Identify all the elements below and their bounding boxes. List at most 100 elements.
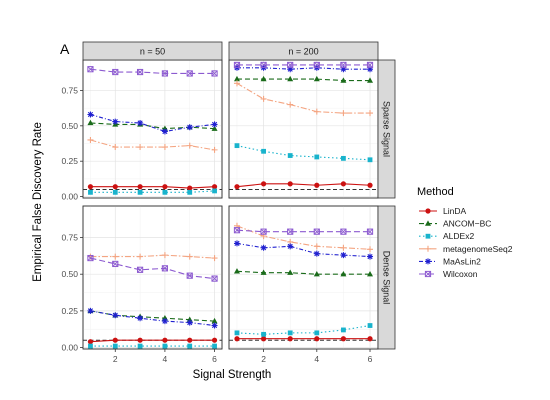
series-line	[236, 67, 371, 70]
panel-background	[82, 59, 223, 199]
data-point	[367, 336, 373, 342]
data-point	[367, 157, 373, 163]
data-point	[287, 75, 294, 82]
data-point	[314, 182, 320, 188]
data-point	[87, 307, 94, 314]
data-point	[211, 255, 218, 262]
data-point	[212, 343, 217, 349]
data-point	[287, 336, 293, 342]
data-point	[112, 144, 119, 151]
data-point	[186, 70, 193, 77]
data-point	[186, 272, 193, 279]
series-ALDEx2	[88, 188, 217, 195]
data-point	[367, 66, 374, 73]
legend-item: ANCOM−BC	[419, 219, 491, 229]
series-LinDA	[234, 181, 373, 190]
data-point	[87, 339, 94, 345]
series-LinDA	[87, 184, 218, 191]
data-point	[137, 343, 143, 349]
data-point	[287, 243, 294, 250]
series-ALDEx2	[88, 343, 217, 349]
series-MaAsLin2	[87, 307, 218, 329]
data-point	[87, 119, 94, 126]
panel-border	[82, 205, 223, 350]
data-point	[112, 68, 119, 76]
series-LinDA	[234, 336, 373, 342]
data-point	[367, 253, 374, 260]
data-point	[340, 336, 347, 342]
legend-marker	[425, 220, 431, 226]
legend-item: metagenomeSeq2	[419, 244, 513, 254]
data-point	[314, 336, 320, 342]
data-point	[367, 323, 373, 328]
data-point	[161, 318, 168, 325]
legend-marker	[424, 270, 432, 278]
data-point	[112, 343, 118, 349]
x-axis-title: Signal Strength	[193, 369, 272, 381]
series-ANCOM−BC	[233, 75, 374, 83]
data-point	[313, 243, 320, 250]
data-point	[87, 136, 94, 143]
row-strip	[377, 205, 396, 350]
series-line	[90, 122, 215, 130]
data-point	[340, 252, 347, 259]
series-MaAsLin2	[233, 240, 374, 260]
legend-item: LinDA	[419, 206, 466, 216]
data-point	[211, 146, 218, 153]
series-line	[236, 225, 371, 250]
data-point	[162, 189, 168, 195]
row-strip-label: Sparse Signal	[382, 101, 392, 157]
data-point	[211, 121, 218, 128]
data-point	[287, 153, 293, 158]
data-point	[233, 80, 240, 87]
data-point	[233, 227, 241, 234]
data-point	[211, 184, 218, 190]
data-point	[137, 315, 144, 322]
data-point	[186, 142, 193, 149]
data-point	[137, 119, 144, 126]
data-point	[162, 184, 168, 190]
data-point	[87, 254, 94, 262]
series-line	[236, 183, 371, 188]
data-point	[287, 101, 294, 108]
x-tick-label: 2	[261, 354, 266, 364]
y-tick-label: 0.25	[61, 156, 78, 166]
column-strip-label: n = 200	[288, 47, 318, 57]
data-point	[112, 118, 119, 125]
data-point	[313, 61, 320, 69]
data-point	[341, 155, 346, 161]
legend-marker	[425, 258, 431, 265]
data-point	[340, 271, 347, 277]
legend-item: ALDEx2	[419, 231, 474, 241]
x-tick-label: 6	[212, 354, 217, 364]
data-point	[211, 317, 218, 324]
data-point	[112, 260, 119, 268]
data-point	[287, 66, 294, 73]
series-line	[90, 68, 215, 74]
data-point	[233, 240, 240, 247]
series-line	[90, 139, 215, 151]
data-point	[161, 144, 168, 151]
data-point	[137, 144, 144, 151]
data-point	[340, 181, 347, 187]
series-line	[90, 257, 215, 280]
series-line	[90, 113, 215, 133]
data-point	[211, 275, 218, 282]
x-tick-label: 4	[163, 354, 168, 364]
data-point	[340, 66, 347, 73]
data-point	[186, 124, 193, 131]
legend-marker	[425, 233, 431, 239]
x-tick-label: 2	[113, 354, 118, 364]
data-point	[112, 189, 118, 195]
y-tick-label: 0.25	[61, 306, 78, 316]
data-point	[260, 61, 267, 69]
data-point	[313, 108, 320, 115]
row-strip	[377, 59, 396, 199]
series-ANCOM−BC	[233, 268, 374, 277]
legend-item: Wilcoxon	[419, 269, 478, 279]
data-point	[340, 77, 347, 83]
data-point	[161, 70, 169, 77]
data-point	[340, 228, 347, 235]
data-point	[233, 268, 240, 274]
data-point	[340, 61, 347, 69]
